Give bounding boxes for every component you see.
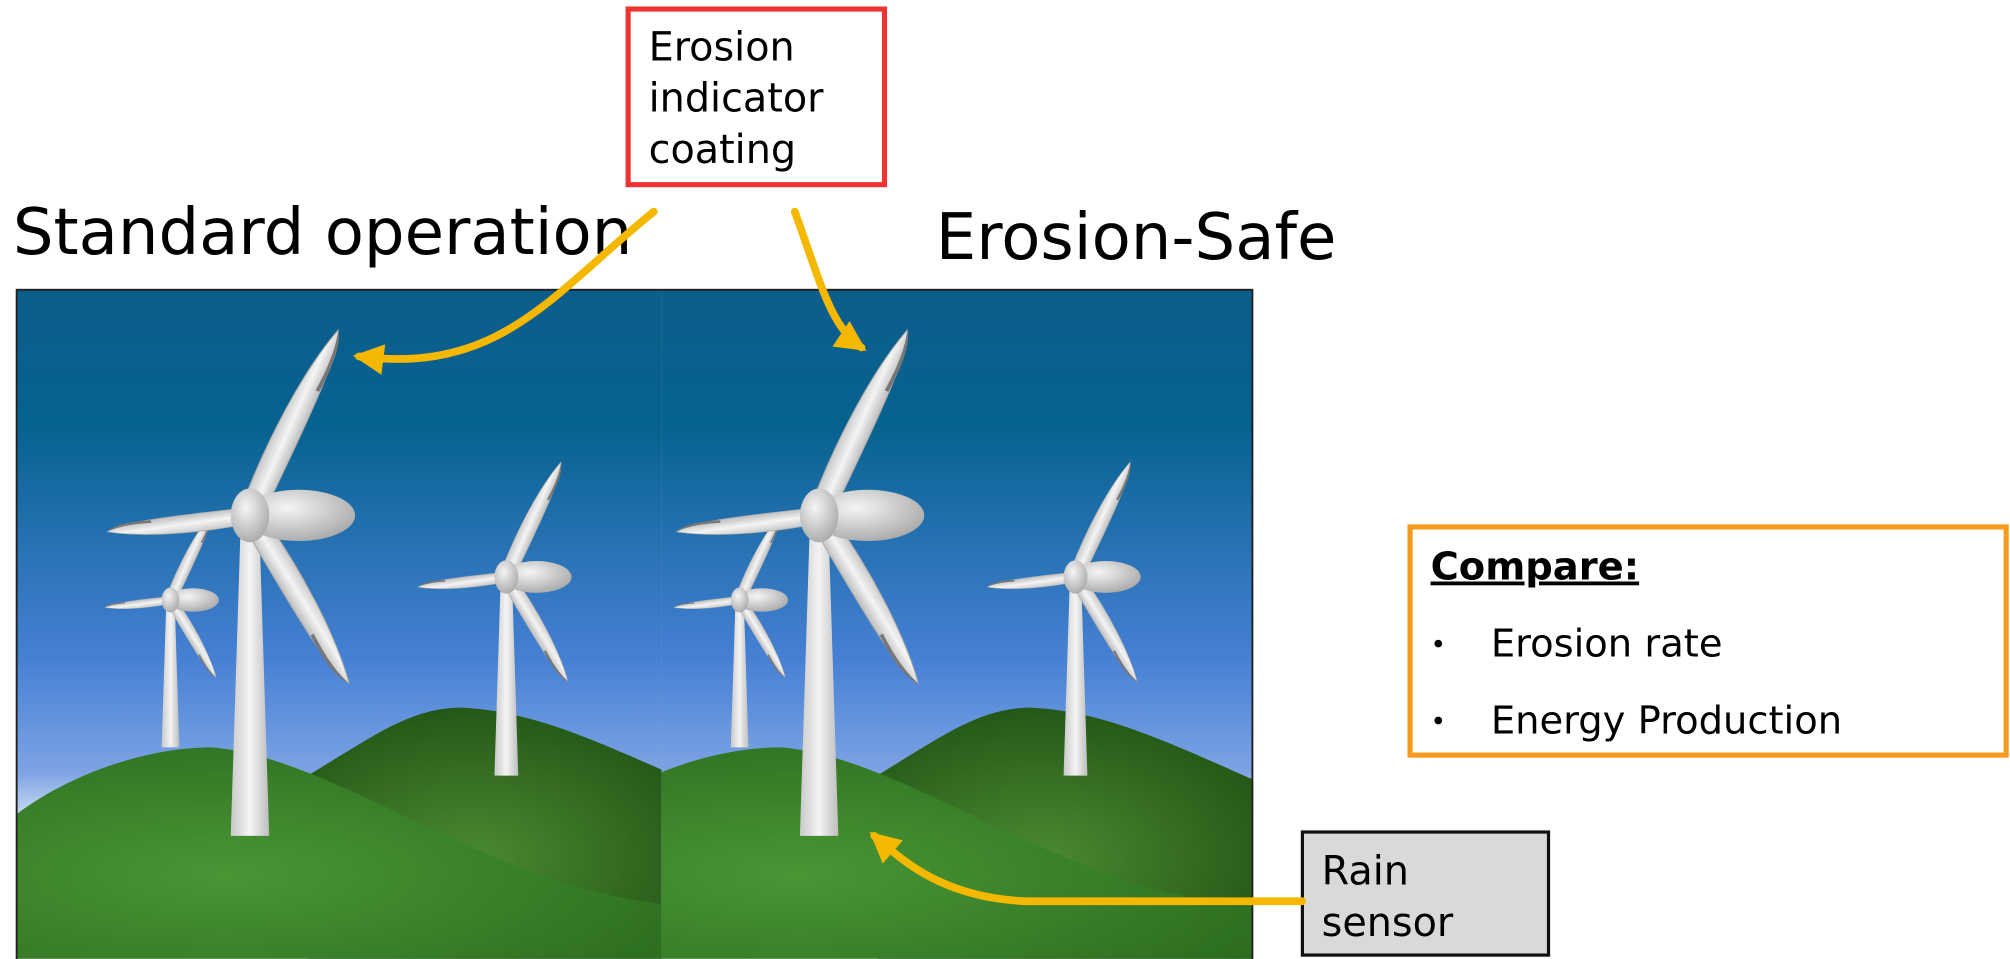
coating-line: indicator [649,76,825,122]
coating-line: Erosion [649,24,795,70]
title-right: Erosion-Safe [936,201,1337,275]
compare-box [1407,524,2009,758]
compare-item: Erosion rate [1491,621,1723,666]
coating-line: coating [649,127,796,173]
arrow [790,207,867,352]
sensor-line: sensor [1322,900,1454,946]
bullet [1434,639,1443,648]
compare-item: Energy Production [1491,698,1842,743]
compare-heading: Compare: [1431,544,1640,589]
picture-frame [15,288,1254,959]
title-left: Standard operation [13,196,633,270]
arrow [869,831,1307,906]
sensor-line: Rain [1322,849,1409,895]
sensor-callout-box [1300,830,1551,957]
bullet [1434,716,1443,725]
coating-callout-box [625,6,888,188]
arrow [352,207,658,375]
